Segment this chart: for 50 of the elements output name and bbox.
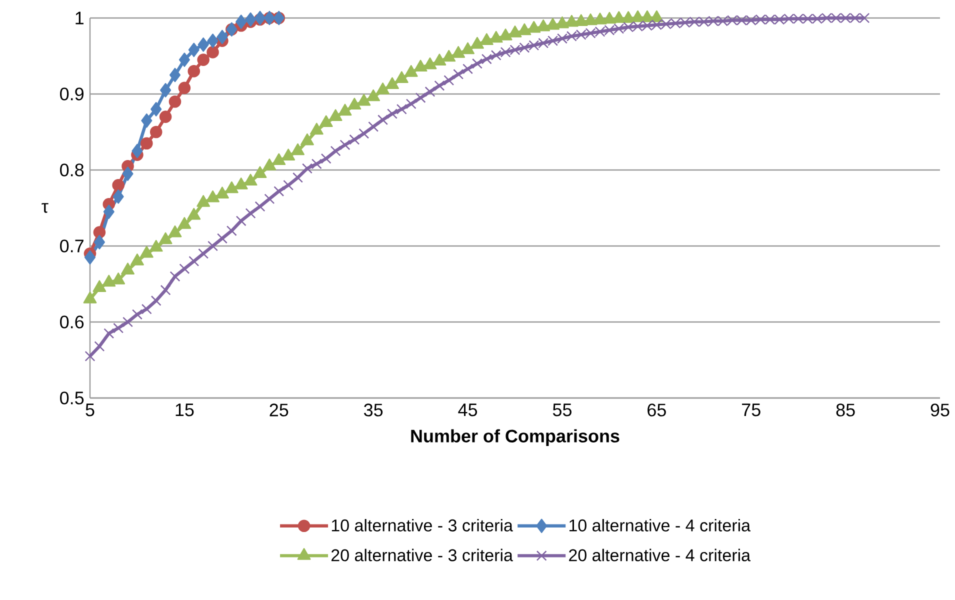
point bbox=[245, 12, 256, 27]
point bbox=[254, 10, 266, 26]
x-tick-label: 85 bbox=[836, 404, 855, 416]
y-tick-label: 0.7 bbox=[60, 240, 84, 252]
legend-label: 10 alternative - 4 criteria bbox=[570, 519, 751, 532]
point bbox=[159, 110, 172, 123]
x-tick-label: 75 bbox=[742, 404, 760, 416]
point bbox=[150, 102, 162, 116]
x-tick-label: 25 bbox=[270, 404, 288, 416]
x-tick-label: 5 bbox=[86, 404, 94, 416]
y-tick-label: 0.9 bbox=[60, 88, 84, 100]
legend-label: 20 alternative - 4 criteria bbox=[569, 548, 751, 562]
y-tick-label: 1 bbox=[76, 12, 84, 24]
point bbox=[178, 52, 190, 67]
x-axis-title: Number of Comparisons bbox=[411, 429, 620, 446]
point bbox=[206, 46, 219, 58]
point bbox=[236, 14, 247, 29]
point bbox=[188, 65, 200, 78]
point bbox=[141, 113, 152, 128]
point bbox=[103, 204, 114, 219]
legend-label: 20 alternative - 3 criteria bbox=[332, 548, 513, 562]
point bbox=[94, 235, 105, 250]
y-tick-label: 0.5 bbox=[60, 392, 84, 404]
point bbox=[150, 126, 162, 138]
legend-label: 10 alternative - 3 criteria bbox=[332, 519, 513, 532]
x-tick-label: 45 bbox=[458, 404, 478, 416]
point bbox=[160, 83, 172, 98]
y-axis-title: τ bbox=[42, 203, 48, 213]
point bbox=[140, 137, 153, 150]
point bbox=[84, 250, 96, 265]
y-tick-label: 0.6 bbox=[60, 316, 84, 328]
point bbox=[93, 226, 106, 238]
x-tick-label: 95 bbox=[930, 404, 950, 416]
x-tick-label: 15 bbox=[176, 404, 194, 416]
point bbox=[178, 82, 191, 94]
point bbox=[188, 42, 200, 58]
point bbox=[122, 166, 134, 181]
point bbox=[169, 68, 181, 82]
y-tick-label: 0.8 bbox=[60, 164, 84, 176]
x-tick-label: 65 bbox=[648, 404, 666, 416]
point bbox=[132, 144, 143, 158]
point bbox=[216, 30, 228, 44]
point bbox=[112, 179, 124, 192]
point bbox=[168, 95, 182, 108]
point bbox=[198, 37, 209, 52]
x-tick-label: 35 bbox=[364, 404, 383, 416]
point bbox=[207, 34, 218, 48]
x-tick-label: 55 bbox=[552, 404, 572, 416]
point bbox=[112, 189, 124, 204]
point bbox=[197, 54, 210, 66]
